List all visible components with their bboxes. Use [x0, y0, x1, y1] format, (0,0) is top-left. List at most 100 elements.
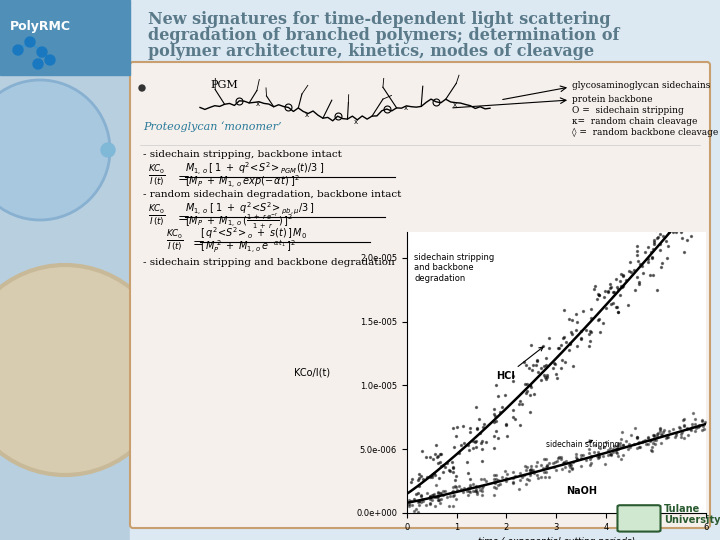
- Point: [629, 423, 641, 432]
- Point: [690, 420, 701, 428]
- Point: [611, 442, 623, 450]
- Point: [495, 407, 506, 416]
- Point: [501, 432, 513, 441]
- Point: [540, 360, 552, 369]
- Point: [514, 476, 526, 484]
- Point: [696, 198, 708, 207]
- Point: [617, 272, 629, 280]
- Point: [492, 434, 503, 442]
- Point: [657, 430, 668, 439]
- Point: [514, 468, 526, 477]
- Point: [654, 239, 666, 248]
- Point: [524, 381, 536, 390]
- Point: [583, 330, 595, 339]
- Point: [406, 475, 418, 484]
- Point: [652, 431, 663, 440]
- Point: [447, 492, 459, 501]
- Point: [516, 400, 527, 408]
- Point: [508, 474, 519, 482]
- Point: [470, 487, 482, 496]
- Point: [539, 455, 550, 463]
- Point: [525, 381, 536, 389]
- Point: [645, 215, 657, 224]
- Point: [477, 484, 488, 492]
- Point: [612, 444, 624, 453]
- Point: [688, 190, 699, 198]
- Point: [697, 422, 708, 430]
- Point: [531, 461, 542, 470]
- Point: [449, 476, 460, 485]
- Point: [650, 226, 662, 234]
- Point: [651, 285, 662, 294]
- Point: [558, 334, 570, 342]
- Point: [575, 335, 587, 343]
- Point: [453, 482, 464, 491]
- Point: [462, 469, 474, 477]
- Point: [670, 199, 682, 207]
- Point: [600, 287, 611, 295]
- Y-axis label: KCo/I(t): KCo/I(t): [294, 368, 330, 377]
- Text: $[\,q^2\!<\!S^2\!>_o\;+\;s(t)\,]\,M_0$: $[\,q^2\!<\!S^2\!>_o\;+\;s(t)\,]\,M_0$: [200, 225, 307, 241]
- Point: [415, 497, 426, 506]
- Point: [646, 253, 657, 262]
- Point: [670, 432, 681, 441]
- Point: [681, 424, 693, 433]
- Point: [447, 483, 459, 491]
- Point: [612, 308, 624, 316]
- Point: [631, 251, 642, 260]
- Point: [684, 424, 696, 433]
- Point: [424, 472, 436, 481]
- Point: [467, 437, 479, 445]
- Point: [427, 491, 438, 500]
- Point: [563, 346, 575, 355]
- Point: [418, 475, 429, 483]
- Point: [631, 242, 643, 251]
- Point: [604, 444, 616, 453]
- Point: [469, 437, 481, 446]
- Point: [640, 221, 652, 230]
- Point: [657, 232, 669, 240]
- Point: [634, 279, 645, 288]
- Point: [700, 172, 711, 181]
- Text: x: x: [354, 119, 359, 125]
- Point: [426, 471, 438, 480]
- Point: [676, 428, 688, 437]
- Point: [675, 433, 687, 441]
- Point: [631, 433, 642, 441]
- Point: [633, 278, 644, 286]
- Point: [477, 422, 489, 431]
- Point: [602, 287, 613, 296]
- Point: [496, 403, 508, 411]
- Point: [585, 455, 596, 463]
- Point: [519, 462, 531, 470]
- Point: [521, 360, 532, 369]
- Point: [615, 455, 626, 463]
- Text: x: x: [453, 102, 456, 107]
- Point: [428, 469, 439, 477]
- Point: [675, 429, 687, 438]
- Point: [543, 472, 554, 481]
- Point: [675, 206, 686, 215]
- Point: [611, 275, 622, 284]
- Point: [426, 472, 438, 481]
- Point: [477, 437, 488, 445]
- Point: [450, 483, 462, 492]
- Circle shape: [0, 265, 170, 475]
- Point: [424, 495, 436, 503]
- Point: [551, 369, 562, 378]
- Text: x: x: [403, 105, 408, 111]
- Point: [474, 414, 485, 423]
- Point: [444, 501, 455, 510]
- Point: [439, 463, 451, 471]
- Point: [615, 439, 626, 448]
- Point: [489, 418, 500, 427]
- Point: [621, 437, 632, 445]
- Point: [406, 501, 418, 509]
- Point: [539, 468, 550, 477]
- Point: [447, 468, 459, 476]
- Point: [413, 501, 425, 509]
- Text: ◊ =  random backbone cleavage: ◊ = random backbone cleavage: [572, 128, 719, 137]
- Point: [583, 449, 595, 457]
- Point: [564, 339, 576, 347]
- Text: protein backbone: protein backbone: [572, 94, 652, 104]
